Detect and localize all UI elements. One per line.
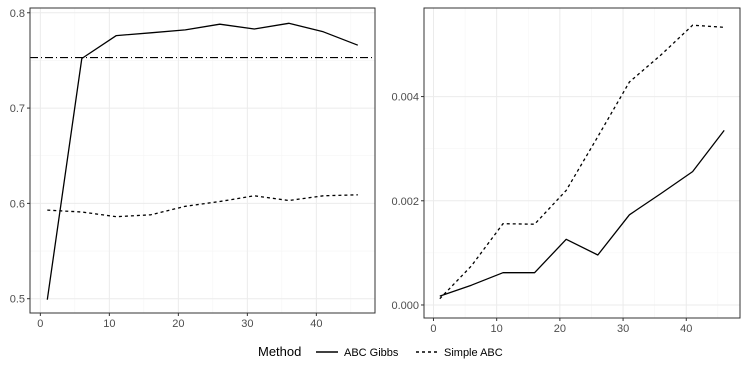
x-tick-label: 30 bbox=[617, 323, 629, 335]
left-panel: 0 10 20 30 40 0.5 0.6 0.7 0.8 bbox=[10, 7, 376, 330]
legend: Method ABC Gibbs Simple ABC bbox=[258, 344, 503, 359]
y-tick-label: 0.004 bbox=[391, 92, 419, 104]
y-tick-label: 0.6 bbox=[10, 198, 25, 210]
legend-label-simple-abc: Simple ABC bbox=[444, 347, 503, 359]
right-panel: 0 10 20 30 40 0.000 0.002 0.004 bbox=[391, 7, 741, 335]
x-tick-label: 0 bbox=[37, 318, 43, 330]
panel-border bbox=[423, 7, 741, 319]
y-tick-label: 0.000 bbox=[391, 300, 419, 312]
legend-label-abc-gibbs: ABC Gibbs bbox=[344, 347, 399, 359]
y-tick-label: 0.8 bbox=[10, 8, 25, 20]
x-tick-label: 40 bbox=[310, 318, 322, 330]
series-line-simple-abc bbox=[47, 194, 358, 218]
y-tick-label: 0.5 bbox=[10, 294, 25, 306]
x-tick-label: 40 bbox=[680, 323, 692, 335]
series-line-abc-gibbs bbox=[439, 130, 725, 297]
x-tick-label: 30 bbox=[241, 318, 253, 330]
panel-border bbox=[29, 7, 376, 314]
series-line-simple-abc bbox=[439, 24, 725, 300]
x-tick-label: 10 bbox=[103, 318, 115, 330]
x-tick-label: 10 bbox=[491, 323, 503, 335]
x-tick-label: 0 bbox=[430, 323, 436, 335]
x-tick-label: 20 bbox=[172, 318, 184, 330]
y-tick-label: 0.002 bbox=[391, 196, 419, 208]
series-line-abc-gibbs bbox=[46, 22, 359, 300]
x-tick-label: 20 bbox=[554, 323, 566, 335]
y-tick-label: 0.7 bbox=[10, 103, 25, 115]
legend-title: Method bbox=[258, 344, 301, 359]
